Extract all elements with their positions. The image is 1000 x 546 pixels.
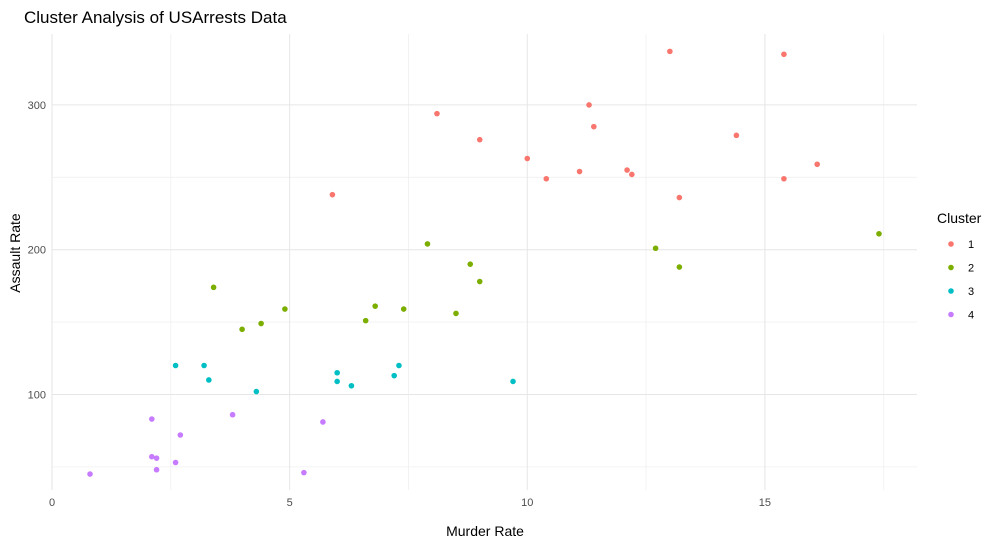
x-tick-label: 0 bbox=[49, 497, 55, 509]
data-point-cluster-2 bbox=[467, 261, 474, 267]
data-point-cluster-1 bbox=[814, 161, 820, 168]
data-point-cluster-3 bbox=[334, 378, 340, 385]
legend-title: Cluster bbox=[937, 210, 982, 226]
data-point-cluster-1 bbox=[781, 51, 787, 58]
grid-lines bbox=[51, 34, 917, 490]
data-point-cluster-1 bbox=[434, 110, 440, 117]
data-point-cluster-2 bbox=[652, 245, 659, 252]
data-point-cluster-2 bbox=[372, 303, 378, 309]
legend-key-cluster-1 bbox=[948, 241, 954, 247]
data-point-cluster-1 bbox=[629, 171, 635, 178]
y-axis-title: Assault Rate bbox=[7, 213, 23, 293]
data-point-cluster-4 bbox=[301, 469, 307, 476]
data-point-cluster-3 bbox=[334, 369, 340, 376]
x-tick-label: 15 bbox=[759, 497, 771, 509]
legend: Cluster 1 2 3 4 bbox=[937, 210, 982, 322]
legend-key-cluster-4 bbox=[948, 311, 954, 318]
data-point-cluster-2 bbox=[400, 306, 407, 312]
y-tick-label: 100 bbox=[28, 389, 46, 401]
data-point-cluster-1 bbox=[576, 168, 583, 175]
legend-key-cluster-3 bbox=[948, 288, 954, 294]
data-point-cluster-4 bbox=[177, 432, 184, 438]
data-point-cluster-1 bbox=[733, 132, 740, 139]
legend-label-cluster-2: 2 bbox=[968, 263, 974, 275]
y-tick-label: 200 bbox=[28, 245, 46, 257]
data-point-cluster-4 bbox=[153, 466, 160, 473]
data-point-cluster-1 bbox=[524, 155, 531, 162]
data-point-cluster-2 bbox=[258, 320, 264, 327]
axis-ticks: 0 5 10 15 100 200 300 bbox=[28, 100, 771, 509]
legend-label-cluster-4: 4 bbox=[968, 310, 974, 322]
data-point-cluster-3 bbox=[396, 362, 402, 369]
data-point-cluster-4 bbox=[153, 455, 160, 461]
data-point-cluster-3 bbox=[172, 362, 179, 369]
data-point-cluster-1 bbox=[624, 167, 630, 173]
x-axis-title: Murder Rate bbox=[446, 523, 524, 539]
data-point-cluster-1 bbox=[676, 194, 683, 201]
x-tick-label: 10 bbox=[521, 497, 533, 509]
legend-label-cluster-1: 1 bbox=[968, 239, 974, 251]
data-point-cluster-1 bbox=[329, 191, 336, 198]
data-point-cluster-2 bbox=[476, 278, 483, 285]
data-point-cluster-4 bbox=[149, 453, 155, 460]
legend-key-cluster-2 bbox=[948, 264, 954, 271]
data-point-cluster-2 bbox=[210, 284, 217, 291]
data-point-cluster-1 bbox=[543, 175, 550, 182]
data-point-cluster-3 bbox=[201, 362, 207, 369]
data-point-cluster-4 bbox=[172, 459, 179, 466]
data-point-cluster-2 bbox=[676, 264, 683, 270]
data-point-cluster-3 bbox=[253, 388, 260, 395]
data-point-cluster-4 bbox=[149, 416, 155, 422]
data-point-cluster-3 bbox=[510, 378, 516, 385]
data-point-cluster-1 bbox=[586, 102, 592, 108]
data-point-cluster-2 bbox=[282, 306, 288, 312]
data-point-cluster-2 bbox=[362, 317, 369, 324]
data-point-cluster-4 bbox=[320, 419, 326, 425]
data-point-cluster-3 bbox=[348, 382, 355, 389]
data-point-cluster-2 bbox=[239, 326, 245, 333]
x-tick-label: 5 bbox=[287, 497, 293, 509]
data-point-cluster-1 bbox=[476, 136, 483, 143]
data-points bbox=[87, 48, 882, 477]
data-point-cluster-1 bbox=[591, 123, 597, 130]
data-point-cluster-2 bbox=[424, 241, 431, 247]
data-point-cluster-1 bbox=[781, 175, 787, 182]
y-tick-label: 300 bbox=[28, 100, 46, 112]
chart-title: Cluster Analysis of USArrests Data bbox=[24, 8, 287, 27]
legend-label-cluster-3: 3 bbox=[968, 286, 974, 298]
data-point-cluster-3 bbox=[206, 377, 212, 383]
data-point-cluster-3 bbox=[391, 372, 397, 379]
data-point-cluster-2 bbox=[453, 310, 459, 317]
data-point-cluster-4 bbox=[87, 471, 93, 477]
data-point-cluster-1 bbox=[667, 48, 673, 55]
data-point-cluster-2 bbox=[876, 230, 882, 237]
data-point-cluster-4 bbox=[229, 411, 236, 418]
